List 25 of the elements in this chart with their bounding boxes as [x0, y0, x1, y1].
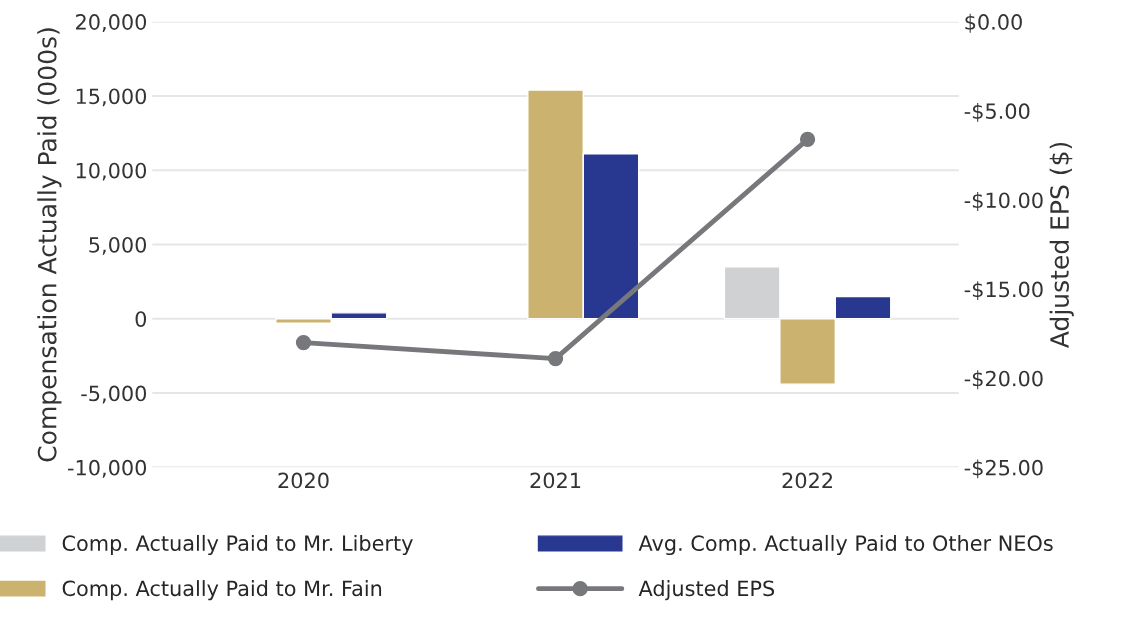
y-tick-label: -10,000 — [68, 459, 147, 478]
point — [547, 350, 564, 367]
y2-tick-label: -$25.00 — [964, 459, 1043, 479]
y-tick-label: 5,000 — [89, 236, 147, 255]
y2-tick-label: -$5.00 — [964, 102, 1030, 122]
y2-tick-label: -$15.00 — [964, 281, 1043, 301]
y2-tick-label: -$20.00 — [964, 370, 1043, 390]
point — [295, 334, 312, 351]
legend-label: Adjusted EPS — [638, 580, 775, 601]
y2-tick-label: -$10.00 — [964, 192, 1043, 211]
legend-label: Comp. Actually Paid to Mr. Liberty — [62, 534, 413, 556]
y-tick-label: 0 — [135, 311, 147, 327]
y-tick-label: 20,000 — [76, 14, 147, 32]
legend-label: Comp. Actually Paid to Mr. Fain — [62, 580, 382, 601]
y-axis-title: Compensation Actually Paid (000s) — [37, 28, 62, 462]
x-tick-label: 2021 — [530, 472, 581, 489]
x-tick-label: 2022 — [782, 472, 832, 489]
y-tick-label: -5,000 — [81, 385, 147, 404]
y2-axis-title: Adjusted EPS ($) — [1049, 142, 1074, 349]
x-tick-label: 2020 — [278, 472, 329, 489]
y-tick-label: 10,000 — [76, 162, 147, 181]
y2-tick-label: $0.00 — [965, 13, 1022, 33]
y-tick-label: 15,000 — [76, 88, 147, 107]
legend-label: Avg. Comp. Actually Paid to Other NEOs — [638, 534, 1053, 556]
point — [799, 131, 816, 147]
